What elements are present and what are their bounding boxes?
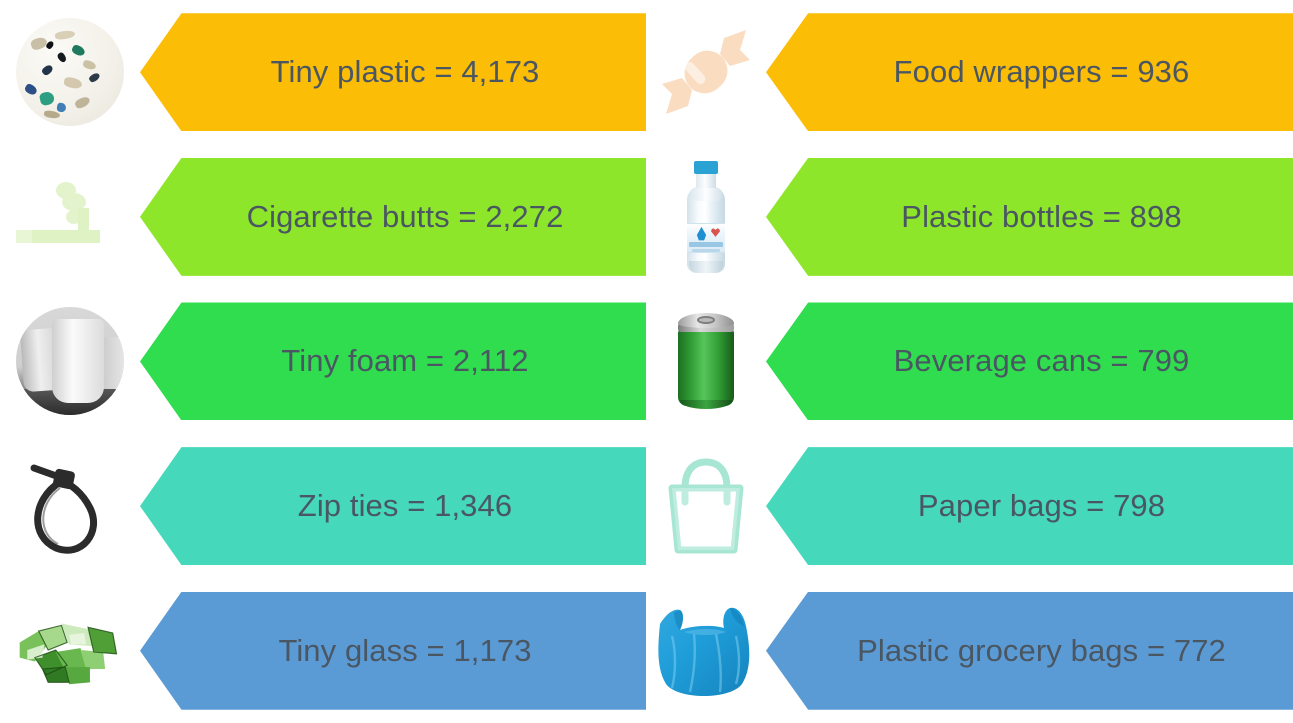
cigarette-butt-icon xyxy=(14,161,126,273)
banner-label-cigarette-butts: Cigarette butts = 2,272 xyxy=(246,198,564,234)
litter-row-cigarette-butts: Cigarette butts = 2,272 xyxy=(0,146,646,288)
icon-slot-plastic-bottles xyxy=(646,157,766,277)
banner-label-paper-bags: Paper bags = 798 xyxy=(917,488,1166,524)
litter-row-tiny-glass: Tiny glass = 1,173 xyxy=(0,580,646,722)
icon-slot-zip-ties xyxy=(0,446,140,566)
zip-tie-icon xyxy=(14,450,126,562)
icon-slot-tiny-foam xyxy=(0,301,140,421)
banner-label-tiny-glass: Tiny glass = 1,173 xyxy=(278,632,532,668)
litter-row-plastic-grocery-bags: Plastic grocery bags = 772 xyxy=(646,580,1293,722)
icon-slot-paper-bags xyxy=(646,446,766,566)
litter-row-tiny-foam: Tiny foam = 2,112 xyxy=(0,290,646,432)
tiny-plastic-icon xyxy=(14,16,126,128)
litter-row-tiny-plastic: Tiny plastic = 4,173 xyxy=(0,1,646,143)
plastic-bottle-icon xyxy=(650,160,762,273)
icon-slot-food-wrappers xyxy=(646,12,766,132)
banner-zip-ties[interactable]: Zip ties = 1,346 xyxy=(140,447,646,566)
banner-plastic-bottles[interactable]: Plastic bottles = 898 xyxy=(766,157,1293,276)
icon-slot-tiny-plastic xyxy=(0,12,140,132)
banner-label-tiny-plastic: Tiny plastic = 4,173 xyxy=(270,54,540,90)
banner-label-plastic-bottles: Plastic bottles = 898 xyxy=(901,198,1182,234)
banner-food-wrappers[interactable]: Food wrappers = 936 xyxy=(766,13,1293,132)
banner-label-plastic-grocery-bags: Plastic grocery bags = 772 xyxy=(857,632,1226,668)
banner-label-beverage-cans: Beverage cans = 799 xyxy=(893,343,1190,379)
banner-paper-bags[interactable]: Paper bags = 798 xyxy=(766,447,1293,566)
candy-wrapper-icon xyxy=(650,16,762,128)
banner-tiny-glass[interactable]: Tiny glass = 1,173 xyxy=(140,591,646,710)
banner-tiny-plastic[interactable]: Tiny plastic = 4,173 xyxy=(140,13,646,132)
icon-slot-plastic-grocery-bags xyxy=(646,591,766,711)
litter-row-food-wrappers: Food wrappers = 936 xyxy=(646,1,1293,143)
banner-plastic-grocery-bags[interactable]: Plastic grocery bags = 772 xyxy=(766,591,1293,710)
litter-row-paper-bags: Paper bags = 798 xyxy=(646,435,1293,577)
foam-cups-icon xyxy=(14,305,126,417)
banner-label-tiny-foam: Tiny foam = 2,112 xyxy=(281,343,529,379)
banner-cigarette-butts[interactable]: Cigarette butts = 2,272 xyxy=(140,157,646,276)
icon-slot-cigarette-butts xyxy=(0,157,140,277)
litter-row-plastic-bottles: Plastic bottles = 898 xyxy=(646,146,1293,288)
paper-bag-icon xyxy=(650,450,762,562)
icon-slot-tiny-glass xyxy=(0,591,140,711)
banner-tiny-foam[interactable]: Tiny foam = 2,112 xyxy=(140,302,646,421)
banner-label-zip-ties: Zip ties = 1,346 xyxy=(297,488,513,524)
broken-glass-icon xyxy=(14,595,126,707)
banner-label-food-wrappers: Food wrappers = 936 xyxy=(893,54,1190,90)
icon-slot-beverage-cans xyxy=(646,301,766,421)
banner-beverage-cans[interactable]: Beverage cans = 799 xyxy=(766,302,1293,421)
beverage-can-icon xyxy=(650,305,762,417)
litter-row-zip-ties: Zip ties = 1,346 xyxy=(0,435,646,577)
plastic-grocery-bag-icon xyxy=(650,595,762,707)
litter-row-beverage-cans: Beverage cans = 799 xyxy=(646,290,1293,432)
